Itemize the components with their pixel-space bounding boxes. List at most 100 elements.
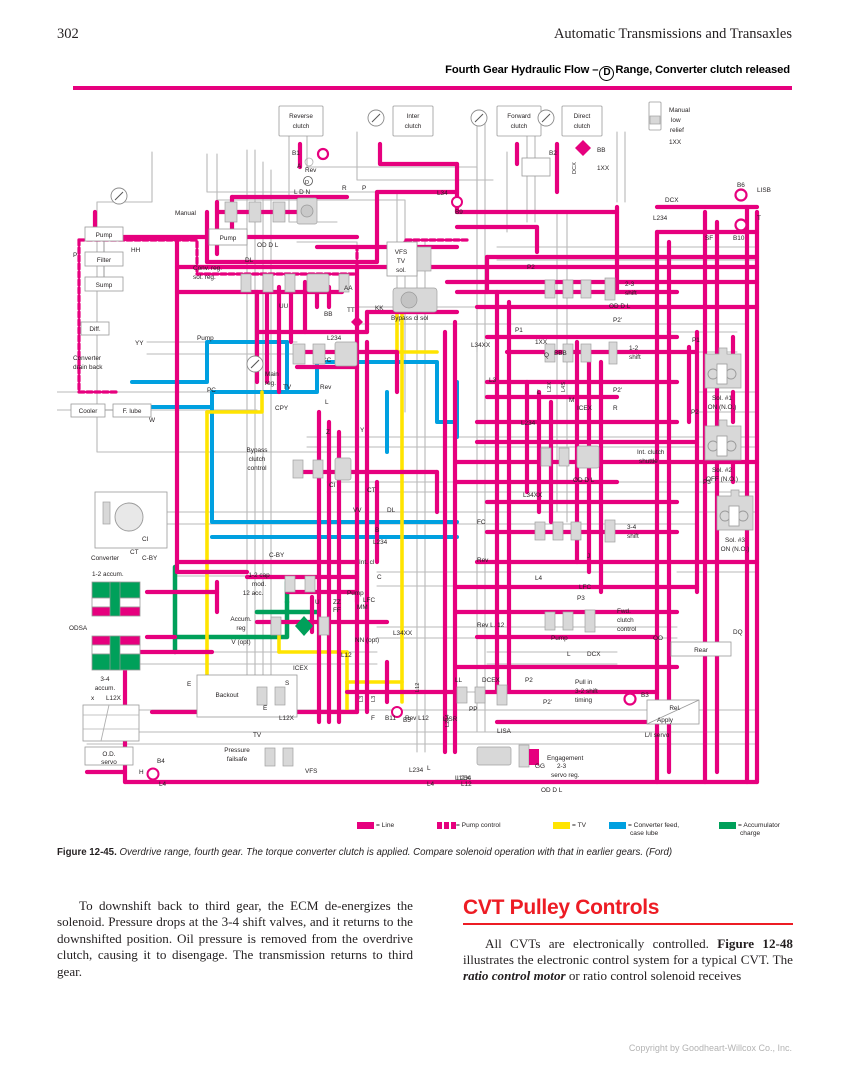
cvt-pulley-controls-heading: CVT Pulley Controls — [463, 896, 660, 919]
label-3-4-accum: 3-4 — [100, 676, 110, 683]
legend-swatch-converter-feed — [609, 822, 626, 829]
label-LISB: LISB — [757, 187, 771, 194]
label-Rev-L12: Rev L. 12 — [477, 622, 505, 629]
legend-swatch-pump-control — [437, 822, 456, 829]
label-1-2-shift: 1-2 — [629, 345, 639, 352]
label-FC: FC — [477, 519, 486, 526]
label-PC: PC — [207, 387, 216, 394]
label-L34XX-shuttle: L34XX — [523, 492, 543, 499]
svg-text:low: low — [671, 117, 681, 124]
svg-text:drain back: drain back — [73, 364, 103, 371]
label-L34: L34 — [437, 190, 448, 197]
label-BB-right: BB — [597, 147, 606, 154]
svg-text:sol. reg.: sol. reg. — [193, 274, 216, 281]
label-L12X-right: L12X — [455, 775, 471, 782]
label-R-shuttle: R — [613, 405, 618, 412]
label-HH: HH — [131, 247, 141, 254]
label-TT: TT — [347, 307, 355, 314]
svg-text:shift: shift — [625, 290, 637, 297]
legend-item-accumulator-charge: = Accumulator charge — [719, 822, 780, 837]
legend-item-tv: = TV — [553, 822, 586, 831]
svg-text:1XX: 1XX — [669, 139, 682, 146]
label-Rev-mid: Rev — [320, 384, 332, 391]
legend-label-tv: = TV — [572, 822, 586, 829]
label-CI-2: CI — [329, 482, 336, 489]
label-CT-2: CT — [367, 487, 376, 494]
label-B6: B6 — [737, 182, 745, 189]
label-E-2: E — [263, 705, 267, 712]
label-P3-fwd: P3 — [577, 595, 585, 602]
svg-text:3-2 shift: 3-2 shift — [575, 688, 598, 695]
label-ZZ: ZZ — [333, 599, 341, 606]
label-converter: Converter — [91, 555, 120, 562]
label-BB-left: BB — [324, 311, 333, 318]
label-L3-vert: L3 — [359, 696, 365, 702]
label-CC: CC — [322, 357, 332, 364]
label-int-cl: Int. cl — [359, 559, 374, 566]
svg-text:servo: servo — [101, 759, 117, 766]
label-DCX-vert: DCX — [572, 162, 578, 174]
legend-label-converter-feed: = Converter feed, — [628, 822, 680, 829]
label-UU: UU — [279, 303, 289, 310]
cvt-text-2: illustrates the electronic control syste… — [463, 952, 793, 967]
svg-text:shift: shift — [627, 533, 639, 540]
label-C-BY-left: C-BY — [142, 555, 158, 562]
label-VFS-bottom: VFS — [305, 768, 317, 775]
svg-text:clutch: clutch — [405, 123, 422, 130]
legend-item-converter-feed: = Converter feed, case lube — [609, 822, 680, 837]
cvt-figure-ref: Figure 12-48 — [717, 935, 793, 951]
figure-caption: Figure 12-45. Overdrive range, fourth ge… — [57, 846, 792, 859]
legend-item-line: = Line — [357, 822, 394, 831]
label-L4S: L4S — [561, 382, 567, 392]
label-cooler: Cooler — [79, 408, 99, 415]
label-sump: Sump — [96, 282, 113, 289]
label-L3: L3 — [489, 377, 497, 384]
label-OO: OO — [653, 635, 663, 642]
label-sol-1: Sol. #1 — [712, 395, 732, 402]
svg-text:OFF (N.O.): OFF (N.O.) — [706, 476, 738, 483]
label-P-range: P — [362, 185, 366, 192]
label-accum-reg: Accum. — [230, 616, 252, 623]
label-CI: CI — [142, 536, 149, 543]
label-L12-vert: L12 — [415, 683, 421, 692]
figure-title-suffix: Range, Converter clutch released — [615, 64, 790, 76]
label-L234-top: L234 — [327, 335, 342, 342]
legend-label-pump-control: = Pump control — [456, 822, 501, 829]
label-pump-5: Pump — [551, 635, 568, 642]
label-CT: CT — [130, 549, 139, 556]
label-M: M — [569, 397, 574, 404]
label-1XX-right: 1XX — [597, 165, 610, 172]
label-P3-sol3: P3 — [703, 479, 711, 486]
label-1-2-cap-mod: 1-2 cap — [248, 572, 270, 579]
svg-text:TV: TV — [397, 258, 406, 265]
label-SF: SF — [705, 235, 713, 242]
label-TV-bottom: TV — [253, 732, 262, 739]
label-B9: B9 — [455, 209, 463, 216]
label-B5: B5 — [403, 717, 411, 724]
title-rule — [73, 86, 792, 90]
label-sol-3: Sol. #3 — [725, 537, 745, 544]
label-BBB: BBB — [554, 350, 567, 357]
label-ICEX-left: ICEX — [293, 665, 309, 672]
label-L4-shift: L4 — [535, 575, 543, 582]
label-pump-2: Pump — [220, 235, 237, 242]
body-column-right: CVT Pulley Controls All CVTs are electro… — [463, 896, 793, 985]
cvt-term: ratio control motor — [463, 968, 566, 984]
legend-label-accumulator-charge: = Accumulator — [738, 822, 780, 829]
svg-text:clutch: clutch — [511, 123, 528, 130]
svg-text:control: control — [247, 465, 266, 472]
label-pull-in: Pull in — [575, 679, 593, 686]
label-backout: Backout — [215, 692, 238, 699]
copyright-notice: Copyright by Goodheart-Willcox Co., Inc. — [628, 1043, 792, 1053]
label-DCEX: DCEX — [482, 677, 500, 684]
svg-text:clutch: clutch — [293, 123, 310, 130]
label-VFS: VFS — [395, 249, 407, 256]
caption-text: Overdrive range, fourth gear. The torque… — [119, 847, 673, 858]
svg-text:reg.: reg. — [265, 380, 276, 387]
label-J: J — [587, 553, 590, 560]
label-U: U — [315, 599, 320, 606]
label-L12X-left: L12X — [106, 695, 122, 702]
legend-swatch-accumulator-charge — [719, 822, 736, 829]
label-LFC: LFC — [579, 584, 591, 591]
label-Y: Y — [360, 427, 365, 434]
